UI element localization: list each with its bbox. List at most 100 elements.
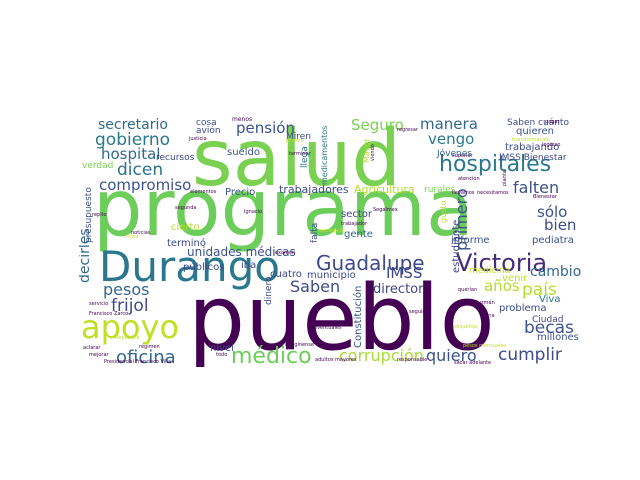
cloud-word: atención — [458, 175, 480, 182]
cloud-word: entregado — [319, 228, 345, 234]
cloud-word: pensión — [236, 119, 295, 137]
cloud-word: Victoria — [456, 249, 547, 277]
cloud-word: Saben cuánto — [507, 118, 569, 128]
cloud-word: director — [373, 282, 424, 297]
cloud-word: Viva — [539, 294, 560, 305]
cloud-word: salud — [192, 114, 401, 204]
cloud-word: médico — [231, 344, 312, 367]
cloud-word: Saben — [290, 277, 340, 296]
cloud-word: apoyo — [81, 308, 179, 346]
cloud-word: unidades médicas — [187, 245, 296, 259]
cloud-word: Mayor — [362, 138, 371, 163]
cloud-word: gobierno — [95, 130, 170, 150]
cloud-word: Ciudad — [532, 315, 563, 325]
cloud-word: imagínense — [285, 341, 314, 348]
word-cloud: programa pueblo salud Durango apoyo Victoria G… — [79, 113, 583, 367]
cloud-word: llega — [300, 146, 310, 168]
cloud-word: secretario — [98, 117, 168, 133]
cloud-word: Guadalupe — [316, 251, 425, 275]
cloud-word: becas — [524, 318, 574, 338]
cloud-word: niños — [125, 234, 139, 240]
cloud-word: cierto — [171, 222, 200, 233]
cloud-word: rurales — [424, 185, 456, 195]
cloud-word: noticias — [131, 230, 151, 236]
cloud-word: sector — [401, 324, 407, 340]
cloud-word: superior — [452, 153, 474, 159]
cloud-word: régimen — [139, 343, 160, 350]
cloud-word: venir — [502, 273, 528, 284]
cloud-word: Presidencial Francisco Villa — [104, 359, 171, 365]
cloud-word: sueldo — [227, 147, 260, 158]
cloud-word: Bienestar — [533, 194, 558, 200]
cloud-word: terminó — [167, 237, 206, 249]
cloud-word: informe — [451, 235, 490, 246]
cloud-word: servicio — [89, 301, 108, 307]
word-cloud-canvas: programa pueblo salud Durango apoyo Victoria G… — [79, 114, 581, 367]
cloud-word: Seguro — [351, 116, 404, 134]
cloud-word: eventuales — [314, 325, 342, 331]
cloud-word: falta — [310, 223, 320, 243]
cloud-word: Francisco Zarco — [89, 311, 128, 317]
cloud-word: Jóvenes — [436, 148, 472, 159]
cloud-word: trabajador — [341, 221, 368, 227]
cloud-word: querían — [458, 286, 477, 293]
cloud-word: país — [522, 280, 557, 300]
cloud-word: cumplir — [498, 345, 562, 365]
cloud-word: aclarar — [83, 345, 101, 351]
cloud-word: cosa — [196, 118, 217, 128]
cloud-word: oficina — [116, 347, 176, 367]
cloud-word: Ignacio — [244, 209, 262, 215]
cloud-word: IMSS — [386, 264, 422, 282]
cloud-word: problema — [499, 303, 547, 314]
cloud-word: cuatro — [270, 269, 302, 280]
cloud-word: Constitución — [352, 286, 364, 348]
cloud-word: segunda — [175, 205, 196, 211]
cloud-word: recursos — [156, 153, 195, 163]
cloud-word: públicos — [183, 261, 224, 273]
cloud-word: sector — [341, 209, 373, 220]
cloud-word: decirles — [79, 228, 93, 283]
cloud-word: Precio — [225, 187, 255, 198]
cloud-word: Segalmex — [373, 207, 398, 213]
cloud-word: mejorar — [89, 352, 110, 358]
cloud-word: sólo — [537, 203, 567, 221]
cloud-word: manera — [420, 115, 478, 133]
cloud-word: gusto — [439, 201, 448, 223]
cloud-word: República — [115, 334, 139, 341]
cloud-word: medicina — [469, 266, 510, 276]
cloud-word: terminar — [289, 151, 311, 157]
cloud-word: transformación — [512, 136, 550, 143]
cloud-word: Agricultura — [354, 183, 415, 196]
cloud-word: compromiso — [99, 176, 191, 194]
cloud-word: pequeños — [453, 324, 478, 330]
cloud-word: pesos mensuales — [463, 343, 507, 349]
cloud-word: primer — [286, 138, 304, 144]
cloud-word: elementos — [190, 189, 217, 195]
cloud-word: nivel — [210, 343, 234, 354]
cloud-word: IMSS Bienestar — [499, 153, 567, 163]
cloud-word: dinero — [264, 276, 274, 305]
cloud-word: regresar — [397, 127, 419, 133]
cloud-word: millones — [537, 332, 579, 343]
cloud-word: tierra — [481, 313, 495, 319]
cloud-word: ingreso — [542, 142, 560, 148]
cloud-word: Miren — [286, 132, 311, 142]
cloud-word: Durango — [99, 242, 280, 291]
cloud-word: pueblo — [188, 266, 495, 367]
cloud-word: falten — [513, 178, 559, 197]
cloud-word: vengo — [428, 130, 474, 148]
cloud-word: quieren — [516, 126, 554, 137]
cloud-word: trabajando — [505, 142, 559, 153]
cloud-word: medicamentos — [320, 126, 329, 185]
cloud-word: años — [484, 277, 520, 295]
cloud-word: presupuesto — [84, 187, 94, 243]
cloud-word: responsable — [397, 357, 427, 363]
cloud-word: pediatra — [532, 235, 574, 246]
cloud-word: adultos mayores — [315, 357, 357, 363]
cloud-word: repito — [92, 212, 107, 218]
cloud-word: primero — [452, 188, 471, 251]
cloud-word: estudiante — [451, 220, 462, 273]
cloud-word: dicen — [117, 160, 163, 180]
cloud-word: verdad — [82, 161, 113, 171]
cloud-word: justicia — [188, 136, 207, 142]
